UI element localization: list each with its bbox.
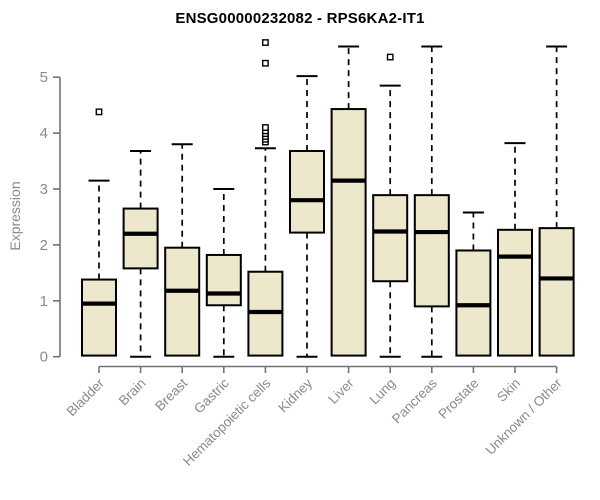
x-category-label: Pancreas: [389, 375, 440, 426]
iqr-box: [81, 278, 117, 357]
box-skin: [497, 142, 533, 357]
outlier-point: [262, 39, 269, 46]
x-category-label: Breast: [152, 375, 190, 413]
iqr-box: [372, 194, 409, 283]
box-hematopoietic-cells: [247, 39, 284, 357]
iqr-box: [538, 227, 575, 357]
x-category-label: Brain: [116, 376, 149, 409]
y-tick-label: 4: [40, 125, 48, 142]
y-tick-label: 1: [40, 293, 48, 310]
x-category-label: Bladder: [64, 375, 108, 419]
x-category-label: Skin: [494, 376, 523, 405]
x-category-label: Prostate: [435, 376, 481, 422]
iqr-box: [455, 249, 492, 357]
box-lung: [372, 53, 409, 358]
box-liver: [330, 45, 367, 357]
outlier-point: [262, 124, 269, 131]
iqr-box: [497, 228, 533, 357]
box-prostate: [455, 211, 492, 357]
box-brain: [122, 149, 159, 358]
x-category-label: Kidney: [275, 375, 315, 415]
x-category-label: Unknown / Other: [482, 375, 565, 458]
iqr-box: [164, 246, 201, 357]
iqr-box: [122, 207, 159, 270]
iqr-box: [413, 194, 450, 308]
x-category-label: Gastric: [191, 375, 232, 416]
box-bladder: [81, 108, 117, 357]
outlier-point: [262, 59, 269, 67]
chart-title: ENSG00000232082 - RPS6KA2-IT1: [175, 10, 425, 27]
outlier-point: [95, 108, 103, 116]
box-breast: [164, 143, 201, 357]
y-tick-label: 3: [40, 181, 48, 198]
box-gastric: [205, 188, 242, 358]
box-kidney: [289, 75, 325, 358]
box-pancreas: [413, 45, 450, 358]
box-unknown-other: [538, 45, 575, 357]
y-tick-label: 0: [40, 349, 48, 366]
iqr-box: [289, 149, 325, 234]
x-category-label: Lung: [366, 376, 398, 408]
x-category-label: Liver: [325, 375, 357, 407]
iqr-box: [330, 108, 367, 357]
iqr-box: [205, 253, 242, 307]
y-tick-label: 2: [40, 237, 48, 254]
outlier-point: [386, 53, 394, 61]
y-tick-label: 5: [40, 69, 48, 86]
